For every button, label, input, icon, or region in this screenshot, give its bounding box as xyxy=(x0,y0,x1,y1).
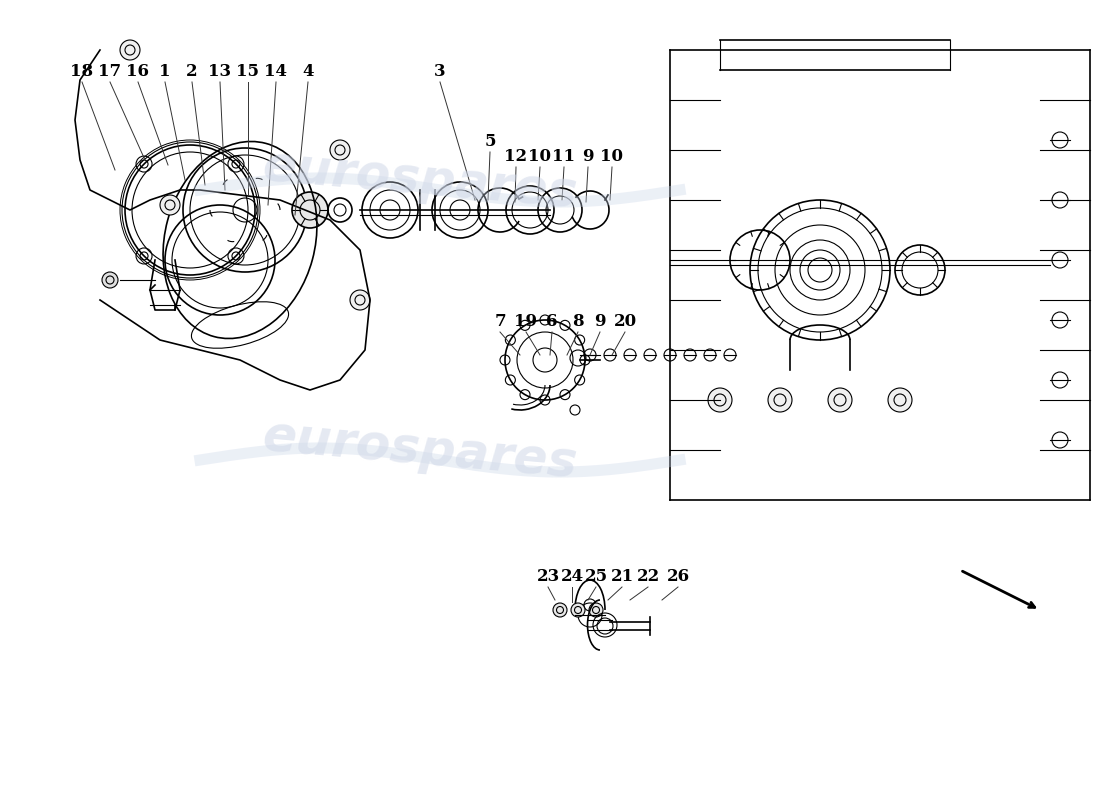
Circle shape xyxy=(828,388,852,412)
Text: 5: 5 xyxy=(484,133,496,150)
Text: 26: 26 xyxy=(667,568,690,585)
Text: 11: 11 xyxy=(552,148,575,165)
Text: 17: 17 xyxy=(98,63,122,80)
Text: 18: 18 xyxy=(70,63,94,80)
Text: 7: 7 xyxy=(494,313,506,330)
Text: 6: 6 xyxy=(547,313,558,330)
Text: eurospares: eurospares xyxy=(261,412,580,488)
Circle shape xyxy=(292,192,328,228)
Text: 22: 22 xyxy=(637,568,660,585)
Text: 21: 21 xyxy=(610,568,634,585)
Text: 24: 24 xyxy=(560,568,584,585)
Text: 16: 16 xyxy=(126,63,150,80)
Circle shape xyxy=(888,388,912,412)
Text: eurospares: eurospares xyxy=(261,142,580,218)
Text: 20: 20 xyxy=(614,313,637,330)
Circle shape xyxy=(708,388,732,412)
Circle shape xyxy=(102,272,118,288)
Text: 10: 10 xyxy=(528,148,551,165)
Text: 3: 3 xyxy=(434,63,446,80)
Text: 25: 25 xyxy=(584,568,607,585)
Circle shape xyxy=(571,603,585,617)
Circle shape xyxy=(768,388,792,412)
Text: 14: 14 xyxy=(264,63,287,80)
Text: 9: 9 xyxy=(582,148,594,165)
Text: 23: 23 xyxy=(537,568,560,585)
Circle shape xyxy=(553,603,566,617)
Text: 9: 9 xyxy=(594,313,606,330)
Text: 8: 8 xyxy=(572,313,584,330)
Circle shape xyxy=(350,290,370,310)
Text: 10: 10 xyxy=(601,148,624,165)
Text: 13: 13 xyxy=(208,63,232,80)
Text: 15: 15 xyxy=(236,63,260,80)
Text: 2: 2 xyxy=(186,63,198,80)
Text: 1: 1 xyxy=(160,63,170,80)
Text: 19: 19 xyxy=(515,313,538,330)
Circle shape xyxy=(330,140,350,160)
Text: 12: 12 xyxy=(505,148,528,165)
Circle shape xyxy=(120,40,140,60)
Circle shape xyxy=(160,195,180,215)
Text: 4: 4 xyxy=(302,63,313,80)
Circle shape xyxy=(588,603,603,617)
